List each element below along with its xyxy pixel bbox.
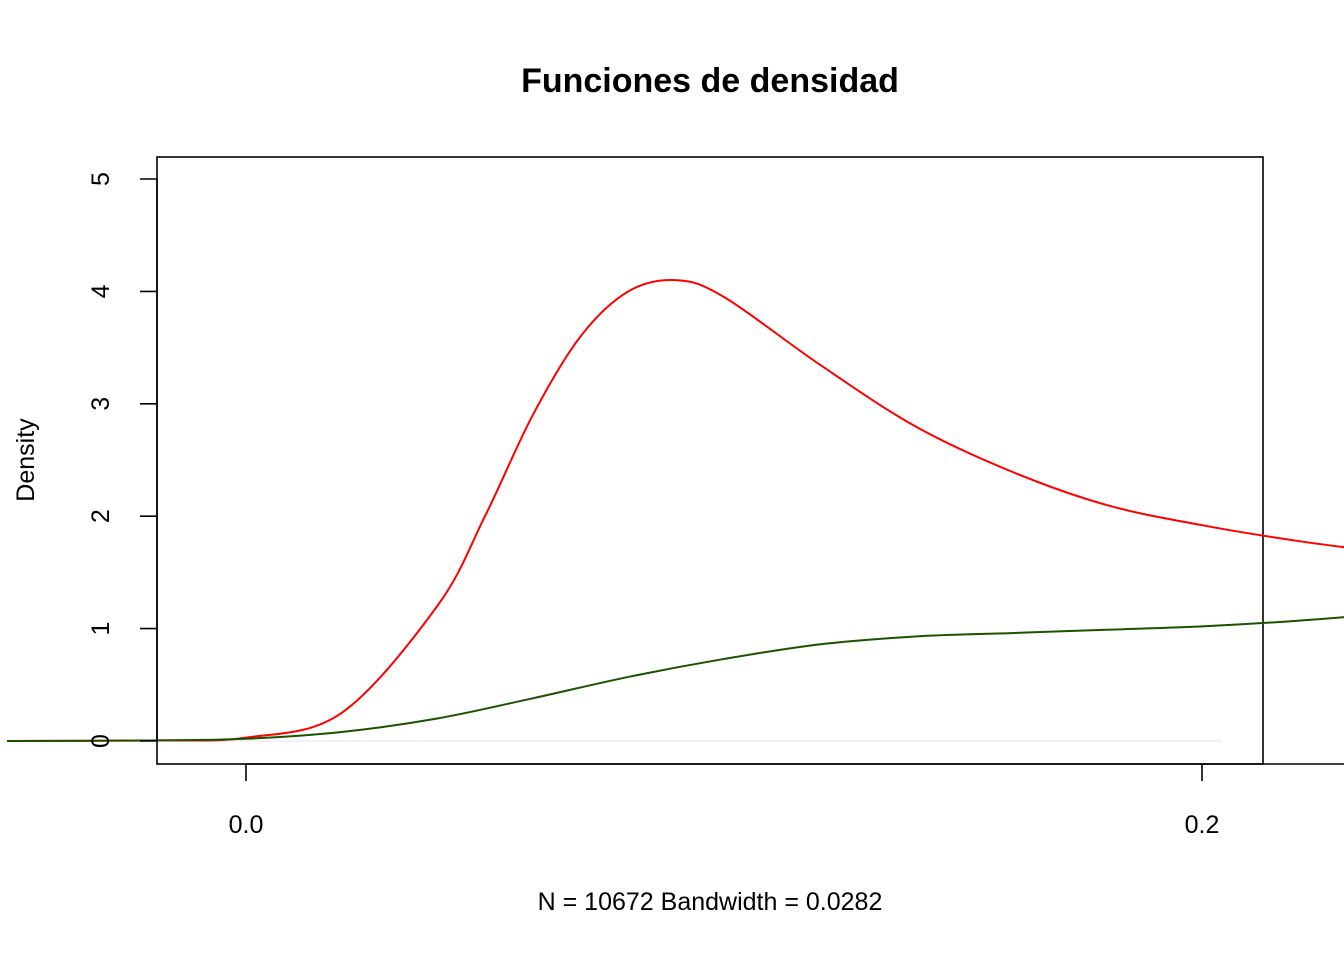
chart-title: Funciones de densidad [521, 62, 899, 100]
y-tick-label: 0 [87, 734, 115, 748]
y-axis: 0 1 2 3 4 5 [87, 172, 158, 748]
x-axis-label: N = 10672 Bandwidth = 0.0282 [538, 888, 883, 916]
y-tick-label: 1 [87, 622, 115, 636]
series-layer [6, 278, 1344, 742]
x-tick-label: 0.0 [229, 811, 264, 839]
x-tick-label: 0.2 [1185, 811, 1220, 839]
y-tick-label: 5 [87, 172, 115, 186]
y-tick-label: 2 [87, 509, 115, 523]
y-tick-label: 4 [87, 284, 115, 298]
plot-frame [156, 156, 1264, 765]
density-line-2 [6, 616, 1344, 742]
x-axis: 0.00.20.40.60.81.0 [229, 763, 1344, 839]
y-axis-label: Density [12, 418, 40, 502]
y-tick-label: 3 [87, 397, 115, 411]
density-line-1 [6, 278, 1344, 742]
